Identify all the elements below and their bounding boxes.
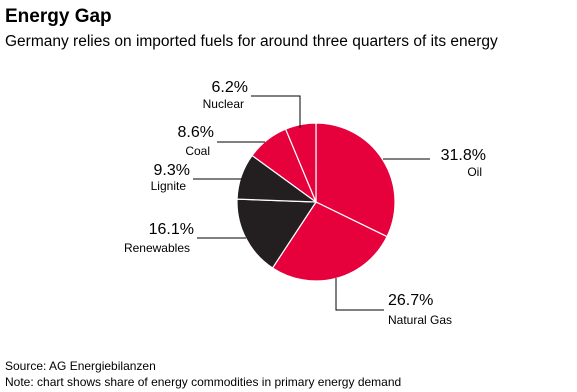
category-label: Coal <box>185 144 210 158</box>
value-label: 9.3% <box>154 162 190 179</box>
chart-title: Energy Gap <box>5 6 112 27</box>
value-label: 31.8% <box>441 147 486 164</box>
pie-slice <box>284 122 317 203</box>
value-label: 6.2% <box>212 79 248 96</box>
note: Note: chart shows share of energy commod… <box>5 375 401 389</box>
value-label: 26.7% <box>388 292 433 309</box>
category-label: Nuclear <box>203 97 244 111</box>
category-label: Lignite <box>151 179 187 193</box>
value-label: 8.6% <box>178 124 214 141</box>
value-label: 16.1% <box>149 221 194 238</box>
leader-line <box>251 95 301 128</box>
leader-line <box>335 278 384 311</box>
chart-subtitle: Germany relies on imported fuels for aro… <box>5 33 498 50</box>
source: Source: AG Energiebilanzen <box>5 359 156 373</box>
pie-slice <box>315 122 396 238</box>
category-label: Renewables <box>124 241 190 255</box>
pie-slice <box>271 201 388 282</box>
category-label: Oil <box>467 165 482 179</box>
category-label: Natural Gas <box>388 313 452 327</box>
